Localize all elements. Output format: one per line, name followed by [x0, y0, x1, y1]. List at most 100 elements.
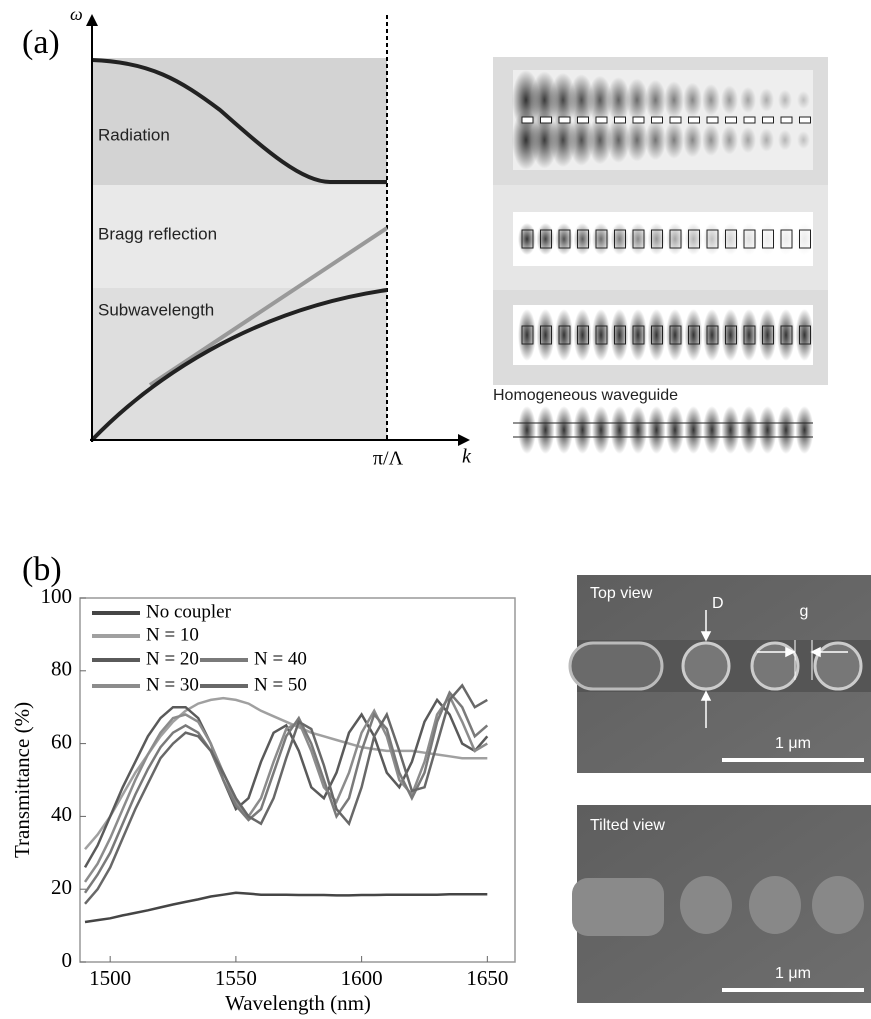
lobe	[569, 74, 594, 126]
lobe	[740, 126, 756, 154]
segment	[725, 116, 737, 124]
lobe	[683, 122, 702, 158]
segment	[780, 229, 793, 249]
dispersion-curve	[90, 288, 388, 442]
segment	[780, 325, 793, 345]
segment	[669, 229, 682, 249]
region-label: Radiation	[98, 125, 170, 144]
lobe	[721, 406, 740, 454]
y-tick-label: 80	[51, 657, 72, 681]
segment	[632, 116, 645, 124]
segment	[799, 325, 811, 345]
band-sub	[92, 288, 387, 440]
lobe	[758, 406, 777, 454]
segment	[725, 229, 737, 249]
segment	[595, 229, 608, 249]
segment	[743, 116, 756, 124]
lobe	[666, 406, 684, 454]
segment	[521, 116, 534, 124]
lobe	[795, 309, 814, 361]
series-line	[84, 891, 488, 924]
panel-label: (b)	[22, 551, 62, 588]
lobe	[607, 117, 630, 163]
segment	[558, 229, 571, 249]
segment	[521, 229, 534, 249]
lobe	[626, 78, 648, 122]
lobe	[607, 77, 630, 123]
segment	[669, 325, 682, 345]
series-line	[83, 690, 489, 894]
lobe	[536, 406, 555, 454]
lobe	[797, 131, 810, 149]
lobe	[778, 89, 792, 111]
segment	[521, 325, 534, 345]
segment	[651, 229, 663, 249]
sem-title: Tilted view	[590, 817, 665, 834]
segment	[799, 229, 811, 249]
light-line	[148, 226, 389, 387]
segment	[688, 325, 700, 345]
pillar	[681, 641, 731, 691]
legend-label: N = 50	[254, 674, 307, 695]
lobe	[721, 85, 738, 115]
lobe	[569, 114, 594, 166]
y-tick-label: 60	[51, 729, 72, 753]
lobe	[683, 82, 702, 118]
lobe	[703, 309, 721, 361]
segment	[540, 116, 552, 124]
lobe	[592, 406, 610, 454]
segment	[743, 229, 756, 249]
taper	[568, 641, 664, 691]
lobe	[645, 119, 666, 161]
lobe	[777, 406, 795, 454]
arrow	[86, 14, 98, 26]
segment	[762, 229, 774, 249]
panel-label: (a)	[22, 24, 60, 61]
segment	[725, 325, 737, 345]
lobe	[573, 309, 592, 361]
segment	[540, 229, 552, 249]
legend-label: N = 20	[146, 648, 199, 669]
region-label: Subwavelength	[98, 300, 214, 319]
y-tick-label: 0	[62, 948, 73, 972]
segment	[558, 116, 571, 124]
lobe	[647, 406, 666, 454]
lobe	[610, 406, 629, 454]
lobe	[703, 406, 721, 454]
lobe	[740, 309, 758, 361]
lobe	[555, 309, 573, 361]
lobe	[536, 309, 555, 361]
scale-label: 1 μm	[775, 735, 811, 752]
segment	[688, 116, 700, 124]
segment	[595, 116, 608, 124]
sem-title: Top view	[590, 585, 653, 602]
x-axis-title: Wavelength (nm)	[225, 991, 371, 1015]
lobe	[684, 309, 703, 361]
scale-label: 1 μm	[775, 965, 811, 982]
x-tick-label: 1500	[89, 966, 131, 990]
legend-label: N = 30	[146, 674, 199, 695]
y-tick-label: 40	[51, 802, 72, 826]
segment	[706, 325, 719, 345]
caption: Homogeneous waveguide	[493, 387, 678, 404]
segment	[651, 325, 663, 345]
series-line	[83, 693, 488, 883]
y-tick-label: 100	[41, 584, 73, 608]
lobe	[702, 84, 720, 116]
lobe	[588, 115, 612, 165]
lobe	[629, 309, 647, 361]
segment	[743, 325, 756, 345]
segment	[688, 229, 700, 249]
lobe	[721, 125, 738, 155]
band-bragg	[92, 185, 387, 288]
segment	[540, 325, 552, 345]
legend-label: N = 10	[146, 624, 199, 645]
segment	[614, 116, 626, 124]
segment	[632, 229, 645, 249]
x-tick-label: 1650	[466, 966, 508, 990]
lobe	[647, 309, 666, 361]
lobe	[592, 309, 610, 361]
segment	[577, 325, 589, 345]
segment	[669, 116, 682, 124]
